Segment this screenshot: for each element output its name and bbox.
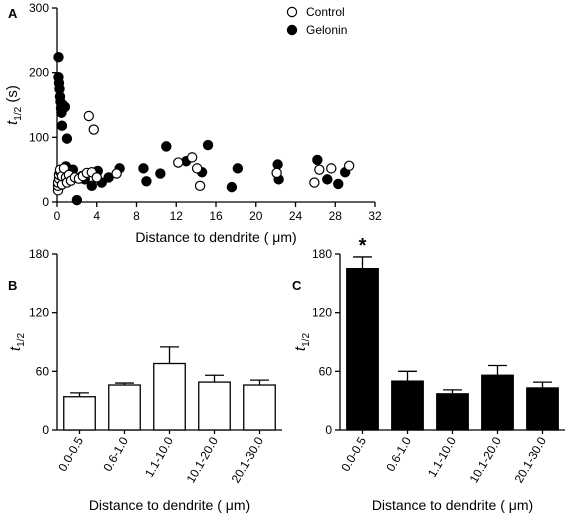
x-tick-label-c: 0.0-0.5 bbox=[338, 434, 369, 474]
x-axis-label-a: Distance to dendrite ( μm) bbox=[135, 229, 296, 245]
x-tick-label-b: 0.0-0.5 bbox=[55, 434, 86, 474]
point-gelonin bbox=[333, 178, 344, 190]
point-gelonin bbox=[59, 101, 71, 113]
point-gelonin bbox=[226, 181, 238, 193]
y-tick-label-a: 300 bbox=[29, 1, 49, 15]
y-tick-label-b: 60 bbox=[36, 364, 50, 378]
point-control bbox=[91, 172, 102, 183]
point-gelonin bbox=[312, 154, 323, 166]
x-tick-label-b: 0.6-1.0 bbox=[100, 434, 131, 474]
x-tick-label-c: 0.6-1.0 bbox=[383, 434, 414, 474]
point-gelonin bbox=[86, 180, 97, 192]
panel-b: B 0 60 120 180 0.0-0.5 0.6-1.0 1.1-10.0 10.1-20.… bbox=[7, 247, 282, 513]
bar-c bbox=[391, 380, 424, 431]
point-gelonin bbox=[138, 163, 149, 174]
x-tick-label-a: 24 bbox=[289, 209, 303, 223]
x-tick-label-b: 20.1-30.0 bbox=[229, 434, 267, 485]
panel-letter-c: C bbox=[292, 278, 302, 293]
panel-letter-b: B bbox=[8, 278, 17, 293]
point-gelonin bbox=[272, 159, 283, 170]
x-axis-label-b: Distance to dendrite ( μm) bbox=[89, 497, 250, 513]
x-axis-label-c: Distance to dendrite ( μm) bbox=[372, 497, 533, 513]
point-gelonin bbox=[155, 168, 166, 179]
bar-b bbox=[243, 384, 276, 431]
x-tick-label-b: 1.1-10.0 bbox=[142, 434, 176, 479]
bar-c bbox=[526, 387, 559, 431]
y-tick-label-b: 180 bbox=[29, 247, 49, 261]
legend-label-gelonin: Gelonin bbox=[306, 23, 347, 37]
y-tick-label-b: 120 bbox=[29, 306, 49, 320]
x-tick-label-a: 20 bbox=[249, 209, 263, 223]
panel-letter-a: A bbox=[8, 6, 18, 21]
point-gelonin bbox=[53, 51, 64, 63]
x-tick-label-c: 20.1-30.0 bbox=[512, 434, 550, 485]
y-tick-label-c: 120 bbox=[312, 306, 332, 320]
x-tick-label-c: 10.1-20.0 bbox=[467, 434, 505, 485]
x-tick-label-c: 1.1-10.0 bbox=[425, 434, 459, 479]
legend-marker-control bbox=[286, 6, 298, 18]
panel-a: A 0 100 200 300 0 4 8 12 16 20 24 28 32 Distance to de… bbox=[4, 1, 382, 245]
y-axis-label-b: t1/2 bbox=[7, 333, 27, 352]
point-control bbox=[343, 160, 355, 171]
point-gelonin bbox=[202, 139, 214, 151]
x-tick-label-a: 12 bbox=[170, 209, 184, 223]
bar-b bbox=[198, 381, 231, 431]
point-control bbox=[191, 163, 203, 174]
y-tick-label-a: 200 bbox=[29, 66, 49, 80]
point-gelonin bbox=[61, 133, 73, 144]
bar-c bbox=[436, 393, 469, 431]
point-gelonin bbox=[232, 163, 244, 174]
legend-marker-gelonin bbox=[286, 24, 298, 36]
point-control bbox=[309, 177, 320, 188]
point-control bbox=[271, 167, 282, 179]
point-control bbox=[186, 152, 198, 163]
y-tick-label-a: 100 bbox=[29, 130, 49, 144]
x-tick-label-a: 32 bbox=[368, 209, 382, 223]
x-tick-label-a: 28 bbox=[329, 209, 343, 223]
panel-c: C 0 60 120 180 0.0-0.5 0.6-1.0 1.1-10.0 10.1-20.… bbox=[292, 235, 565, 513]
point-gelonin bbox=[71, 194, 83, 206]
point-control bbox=[88, 124, 99, 135]
x-tick-label-a: 8 bbox=[133, 209, 140, 223]
significance-star-c: * bbox=[359, 235, 367, 257]
point-control bbox=[173, 157, 184, 168]
point-gelonin bbox=[141, 176, 152, 187]
point-control bbox=[326, 163, 337, 174]
y-tick-label-c: 180 bbox=[312, 247, 332, 261]
point-gelonin bbox=[161, 141, 172, 152]
legend-label-control: Control bbox=[306, 5, 345, 19]
y-tick-label-a: 0 bbox=[42, 195, 49, 209]
x-tick-label-a: 0 bbox=[54, 209, 61, 223]
point-control bbox=[194, 180, 206, 192]
bar-b bbox=[63, 396, 96, 431]
x-tick-label-a: 16 bbox=[209, 209, 223, 223]
y-tick-label-c: 60 bbox=[319, 364, 333, 378]
bar-c bbox=[346, 268, 379, 431]
point-control bbox=[111, 168, 122, 179]
y-tick-label-b: 0 bbox=[42, 423, 49, 437]
y-axis-label-a: t1/2 (s) bbox=[4, 85, 24, 125]
bar-b bbox=[108, 384, 141, 431]
y-axis-label-c: t1/2 bbox=[292, 333, 312, 352]
point-control bbox=[83, 110, 95, 122]
x-tick-label-a: 4 bbox=[93, 209, 100, 223]
y-tick-label-c: 0 bbox=[325, 423, 332, 437]
point-control bbox=[314, 164, 325, 175]
x-tick-label-b: 10.1-20.0 bbox=[184, 434, 222, 485]
point-gelonin bbox=[56, 120, 68, 131]
bar-c bbox=[481, 374, 514, 431]
bar-b bbox=[153, 362, 186, 431]
point-gelonin bbox=[322, 174, 333, 185]
